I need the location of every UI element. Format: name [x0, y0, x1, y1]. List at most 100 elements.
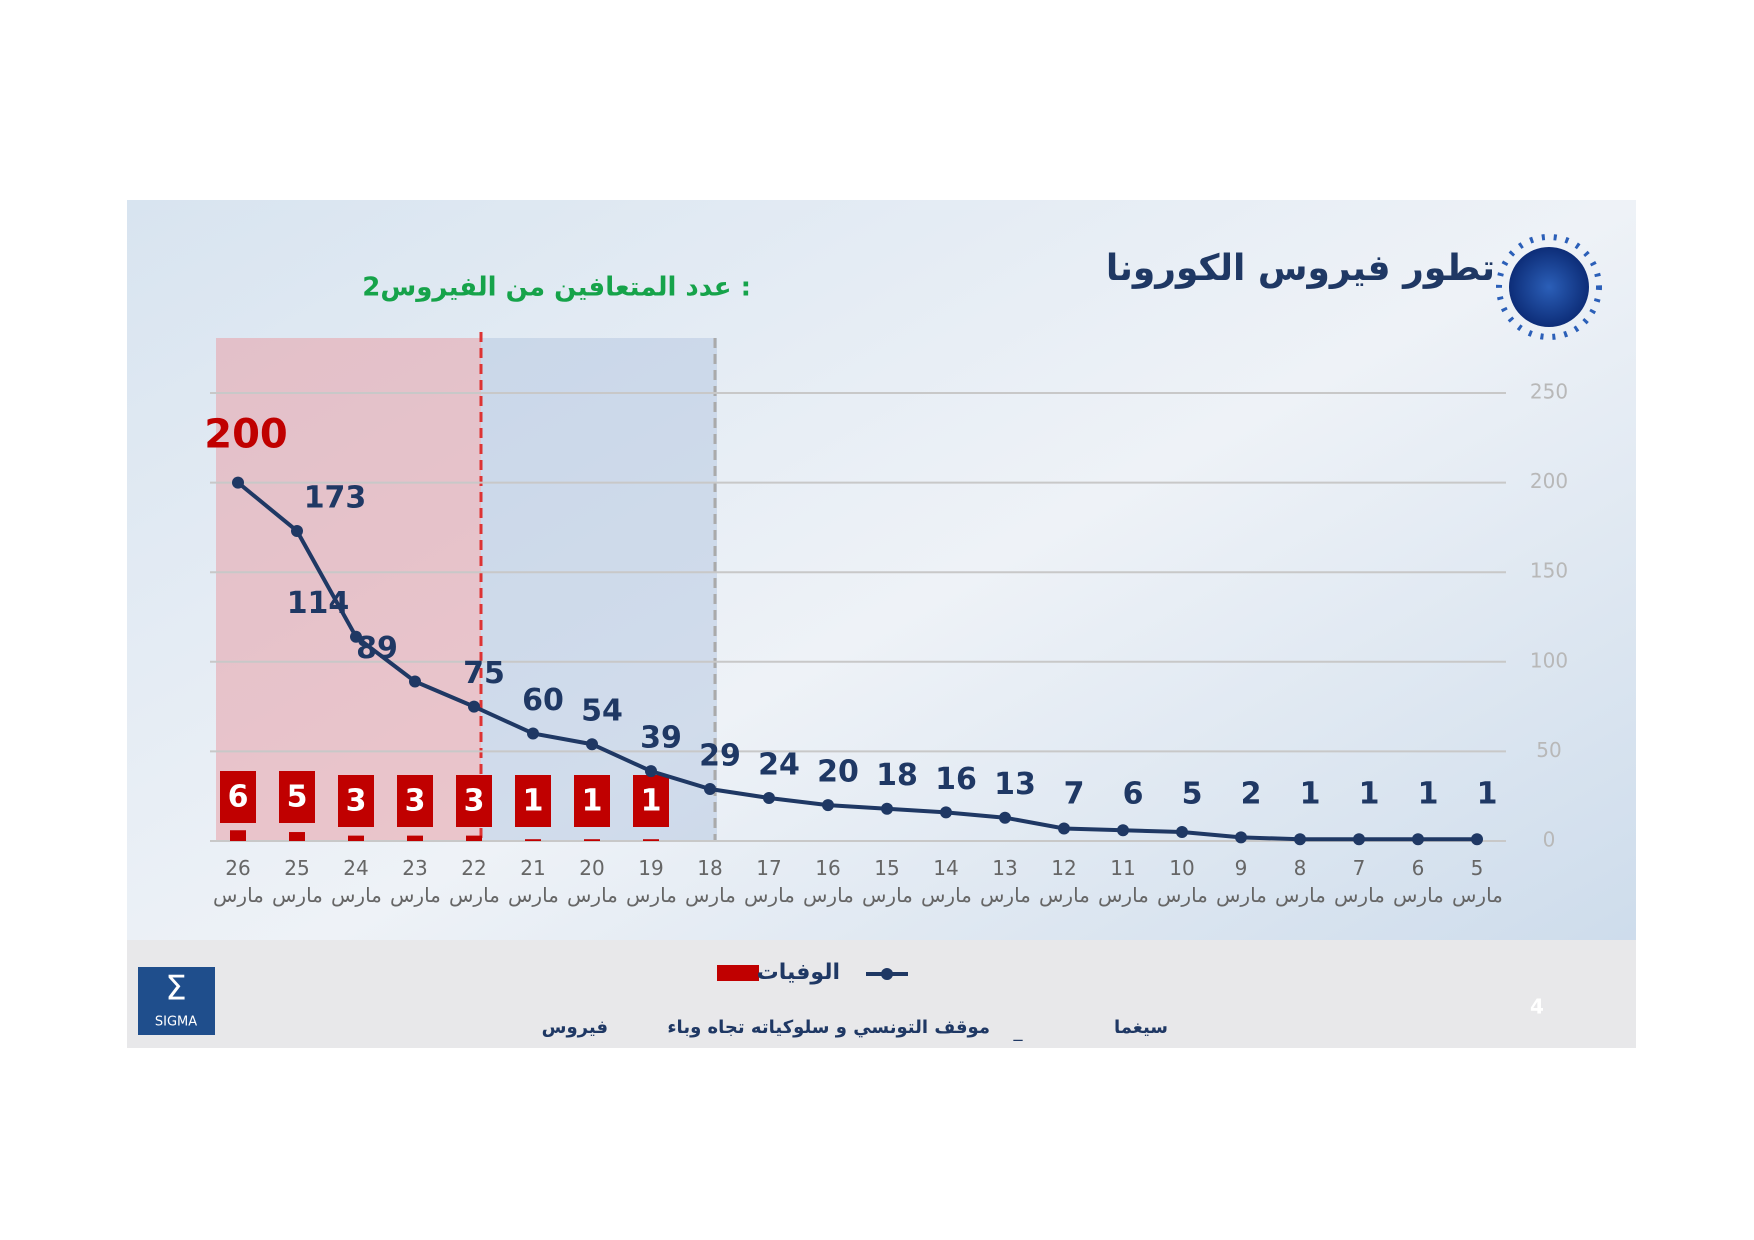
y-tick-label: 50 [1536, 738, 1561, 762]
data-label: 173 [304, 480, 367, 515]
data-label: 7 [1064, 777, 1085, 812]
bar [230, 830, 246, 841]
data-label: 75 [463, 656, 505, 691]
data-label: 114 [287, 586, 350, 621]
bar [348, 835, 364, 841]
point [468, 700, 480, 713]
point [1353, 833, 1365, 846]
point [1412, 833, 1424, 846]
data-label: 1 [1477, 777, 1498, 812]
chart-title: تطور فيروس الكورونا [1106, 248, 1495, 289]
bar [289, 832, 305, 841]
x-tick-label: 10 مارس [1157, 856, 1208, 907]
logo-symbol: Σ [165, 969, 186, 1009]
bar-label-box [456, 775, 492, 827]
point [881, 802, 893, 815]
point [1117, 824, 1129, 837]
footer-text: موقف التونسي و سلوكياته تجاه وباء [667, 1017, 990, 1038]
y-tick-label: 250 [1530, 380, 1568, 404]
point [1176, 826, 1188, 839]
point [409, 675, 421, 688]
point [1294, 833, 1306, 846]
x-tick-label: 19 مارس [626, 856, 677, 907]
x-tick-label: 12 مارس [1039, 856, 1090, 907]
y-tick-label: 100 [1530, 648, 1568, 672]
data-label: 1 [1300, 777, 1321, 812]
legend-marker [881, 968, 893, 980]
line [236, 481, 1477, 842]
bar-label-box [515, 775, 551, 827]
x-tick-label: 23 مارس [390, 856, 441, 907]
point [763, 791, 775, 804]
data-label: 5 [1182, 777, 1203, 812]
highlight-region [216, 338, 481, 841]
bar-label-box [633, 775, 669, 827]
page-number: 4 [1530, 995, 1544, 1019]
logo [138, 967, 215, 1035]
data-label: 13 [994, 767, 1036, 802]
point [350, 630, 362, 643]
bar-label: 1 [641, 784, 662, 819]
y-tick-label: 200 [1530, 469, 1568, 493]
bar-label-box [338, 775, 374, 827]
legend-swatch [717, 965, 759, 981]
bar-label: 3 [346, 784, 367, 819]
x-tick-label: 17 مارس [744, 856, 795, 907]
point [527, 727, 539, 740]
data-label: 2 [1241, 777, 1262, 812]
highlight-region [481, 338, 717, 841]
point [704, 783, 716, 796]
x-tick-label: 15 مارس [862, 856, 913, 907]
x-tick-label: 13 مارس [980, 856, 1031, 907]
x-tick-label: 7 مارس [1334, 856, 1385, 907]
data-label: 89 [356, 631, 398, 666]
legend-label: الوفيات [757, 960, 840, 985]
x-tick-label: 22 مارس [449, 856, 500, 907]
y-tick-label: 0 [1543, 828, 1556, 852]
data-label: 1 [1359, 777, 1380, 812]
bar [643, 839, 659, 841]
bar [466, 835, 482, 841]
bar-label-box [574, 775, 610, 827]
point [586, 738, 598, 751]
x-tick-label: 14 مارس [921, 856, 972, 907]
point [1058, 822, 1070, 835]
x-tick-label: 25 مارس [272, 856, 323, 907]
bar-label: 1 [523, 784, 544, 819]
data-label: 29 [699, 739, 741, 774]
bar-label: 5 [287, 780, 308, 815]
point [999, 811, 1011, 824]
footer-band [127, 940, 1636, 1048]
x-tick-label: 5 مارس [1452, 856, 1503, 907]
point [940, 806, 952, 819]
point [232, 476, 244, 489]
point [1235, 831, 1247, 844]
data-label: 54 [581, 694, 623, 729]
data-label: 60 [522, 683, 564, 718]
x-tick-label: 6 مارس [1393, 856, 1444, 907]
bar-label-box [279, 771, 315, 823]
bar-label: 3 [464, 784, 485, 819]
data-label: 6 [1123, 777, 1144, 812]
point [822, 799, 834, 812]
footer-text: _ [1013, 1021, 1024, 1042]
footer-text: سيغما [1114, 1017, 1168, 1038]
point [1471, 833, 1483, 846]
x-tick-label: 11 مارس [1098, 856, 1149, 907]
bar-label-box [220, 771, 256, 823]
virus-icon [1496, 234, 1602, 340]
x-tick-label: 21 مارس [508, 856, 559, 907]
x-tick-label: 24 مارس [331, 856, 382, 907]
data-label: 24 [758, 747, 800, 782]
data-label: 39 [640, 721, 682, 756]
point [291, 524, 303, 537]
data-label: 1 [1418, 777, 1439, 812]
bar [407, 835, 423, 841]
bar-label: 1 [582, 784, 603, 819]
data-label: 18 [876, 758, 918, 793]
logo-text: SIGMA [155, 1015, 197, 1030]
data-label: 16 [935, 762, 977, 797]
bar-label: 6 [228, 780, 249, 815]
